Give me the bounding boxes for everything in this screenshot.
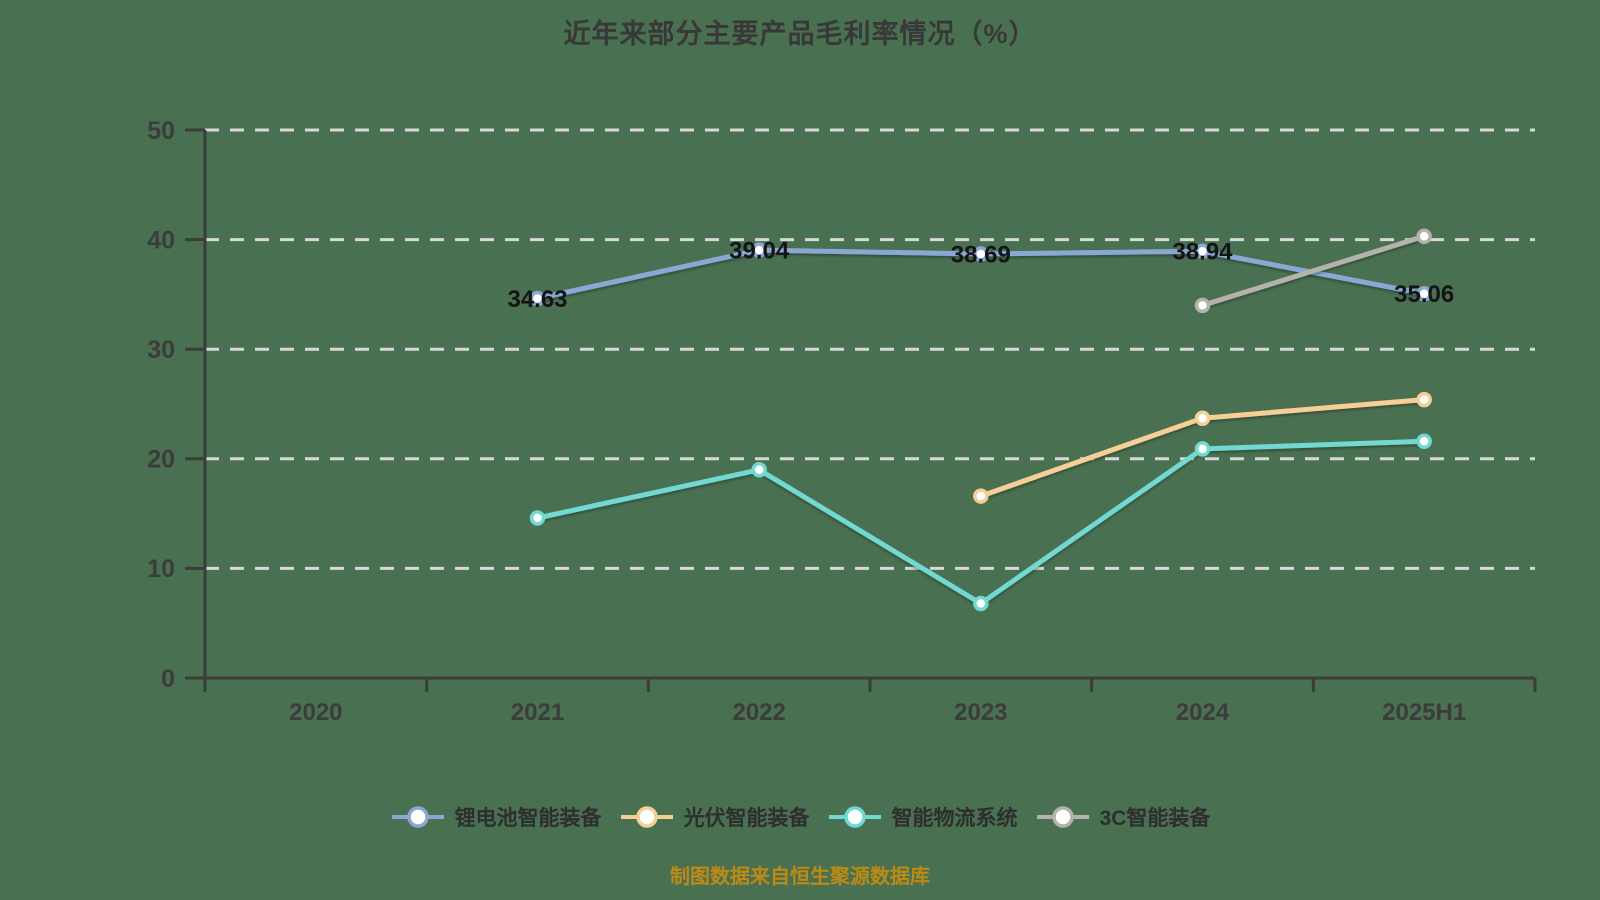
legend-label: 锂电池智能装备 — [454, 807, 602, 830]
data-point — [751, 462, 767, 478]
data-point — [1416, 391, 1432, 408]
legend-label: 光伏智能装备 — [683, 807, 810, 830]
x-tick-label: 2022 — [732, 699, 785, 726]
data-point — [1194, 243, 1211, 259]
x-tick-label: 2020 — [289, 699, 342, 726]
legend-item-li-battery: 锂电池智能装备 — [390, 802, 602, 832]
x-tick-label: 2024 — [1176, 699, 1230, 726]
data-point — [1194, 410, 1211, 426]
legend-item-photovoltaic: 光伏智能装备 — [619, 802, 810, 832]
legend-item-3c: 3C智能装备 — [1035, 802, 1211, 832]
legend-item-logistics: 智能物流系统 — [827, 802, 1018, 832]
page-title: 近年来部分主要产品毛利率情况（%） — [563, 19, 1037, 49]
series-line — [1200, 233, 1427, 308]
line-marker-icon — [391, 806, 444, 828]
data-point — [1416, 285, 1432, 302]
x-tick-label: 2023 — [954, 699, 1007, 726]
data-point — [973, 595, 989, 612]
x-tick-label: 2021 — [511, 699, 564, 726]
y-tick-label: 20 — [147, 446, 175, 474]
data-point-label: 34.63 — [507, 286, 567, 313]
data-point — [529, 510, 546, 526]
y-tick-label: 0 — [161, 665, 175, 693]
y-tick-label: 50 — [147, 117, 175, 145]
data-point-label: 38.69 — [951, 241, 1011, 268]
data-point-label: 39.04 — [729, 238, 790, 265]
y-tick-label: 40 — [147, 226, 175, 254]
legend-label: 3C智能装备 — [1099, 807, 1211, 830]
data-point-label: 38.94 — [1172, 239, 1233, 266]
data-point-label: 35.06 — [1394, 281, 1454, 308]
data-source-caption: 制图数据来自恒生聚源数据库 — [670, 866, 930, 888]
line-marker-icon — [828, 806, 881, 828]
data-point — [973, 246, 989, 262]
chart-canvas: 0 10 20 30 40 50 2020 2021 2022 2023 2024 2025H1 34.… — [147, 117, 1537, 726]
line-marker-icon — [1036, 806, 1089, 828]
data-point — [751, 242, 767, 258]
x-tick-label: 2025H1 — [1382, 699, 1466, 726]
y-tick-label: 30 — [147, 336, 175, 364]
y-tick-label: 10 — [147, 555, 175, 583]
data-point — [1416, 228, 1432, 245]
line-marker-icon — [620, 806, 673, 828]
series-line — [535, 438, 1427, 606]
data-point — [1194, 297, 1211, 314]
legend-label: 智能物流系统 — [891, 807, 1018, 830]
chart-legend: 锂电池智能装备 光伏智能装备 智能物流系统 3C智能装备 — [0, 802, 1600, 832]
data-point — [1416, 433, 1432, 450]
data-point — [973, 488, 989, 504]
data-point — [529, 290, 546, 307]
data-point — [1194, 441, 1211, 457]
